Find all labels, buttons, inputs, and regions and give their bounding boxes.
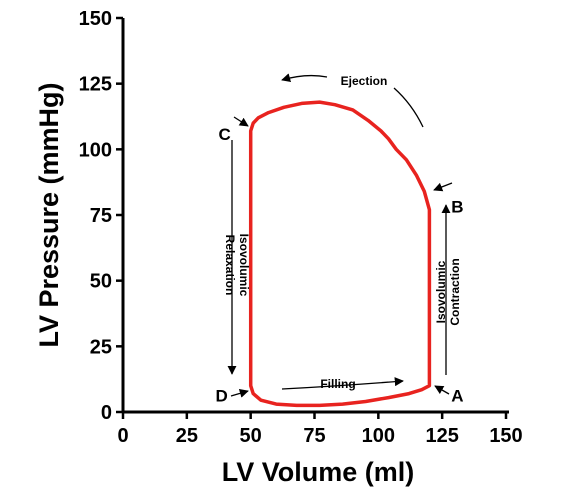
ejection-label: Ejection xyxy=(341,74,388,88)
x-tick-label: 100 xyxy=(362,425,395,447)
y-tick-label: 50 xyxy=(90,271,112,293)
point-b-arrow xyxy=(433,182,453,192)
ejection-arrow-left xyxy=(281,73,328,83)
contraction-label-line1: Isovolumic xyxy=(434,260,448,323)
annotation-arrows xyxy=(227,73,453,398)
x-tick-label: 125 xyxy=(425,425,458,447)
filling-label: Filling xyxy=(320,377,355,391)
relaxation-label-line1: Isovolumic xyxy=(237,234,251,297)
x-tick-label: 25 xyxy=(176,425,198,447)
pv-loop-line xyxy=(248,100,432,408)
y-tick-label: 100 xyxy=(79,139,112,161)
point-label-a: A xyxy=(451,387,463,406)
y-ticks: 0 25 50 75 100 125 150 xyxy=(79,8,123,424)
filling-arrow xyxy=(281,377,404,390)
y-tick-label: 25 xyxy=(90,336,112,358)
point-label-d: D xyxy=(216,387,228,406)
y-axis-label: LV Pressure (mmHg) xyxy=(34,82,64,347)
point-c-arrow xyxy=(233,116,249,127)
y-tick-label: 0 xyxy=(101,402,112,424)
point-d-arrow xyxy=(230,388,249,398)
x-ticks: 0 25 50 75 100 125 150 xyxy=(117,412,523,447)
x-tick-label: 150 xyxy=(489,425,522,447)
y-tick-label: 125 xyxy=(79,74,112,96)
y-tick-label: 75 xyxy=(90,205,112,227)
y-tick-label: 150 xyxy=(79,8,112,30)
relaxation-label-line2: Relaxation xyxy=(223,235,237,296)
contraction-label-line2: Contraction xyxy=(448,258,462,325)
point-label-c: C xyxy=(219,125,231,144)
point-label-b: B xyxy=(451,198,463,217)
x-axis-label: LV Volume (ml) xyxy=(222,457,415,487)
ejection-arrow-right xyxy=(393,87,424,128)
point-a-arrow xyxy=(434,385,450,395)
x-tick-label: 0 xyxy=(117,425,128,447)
x-tick-label: 75 xyxy=(303,425,325,447)
x-tick-label: 50 xyxy=(240,425,262,447)
point-labels: A B C D xyxy=(216,125,464,406)
